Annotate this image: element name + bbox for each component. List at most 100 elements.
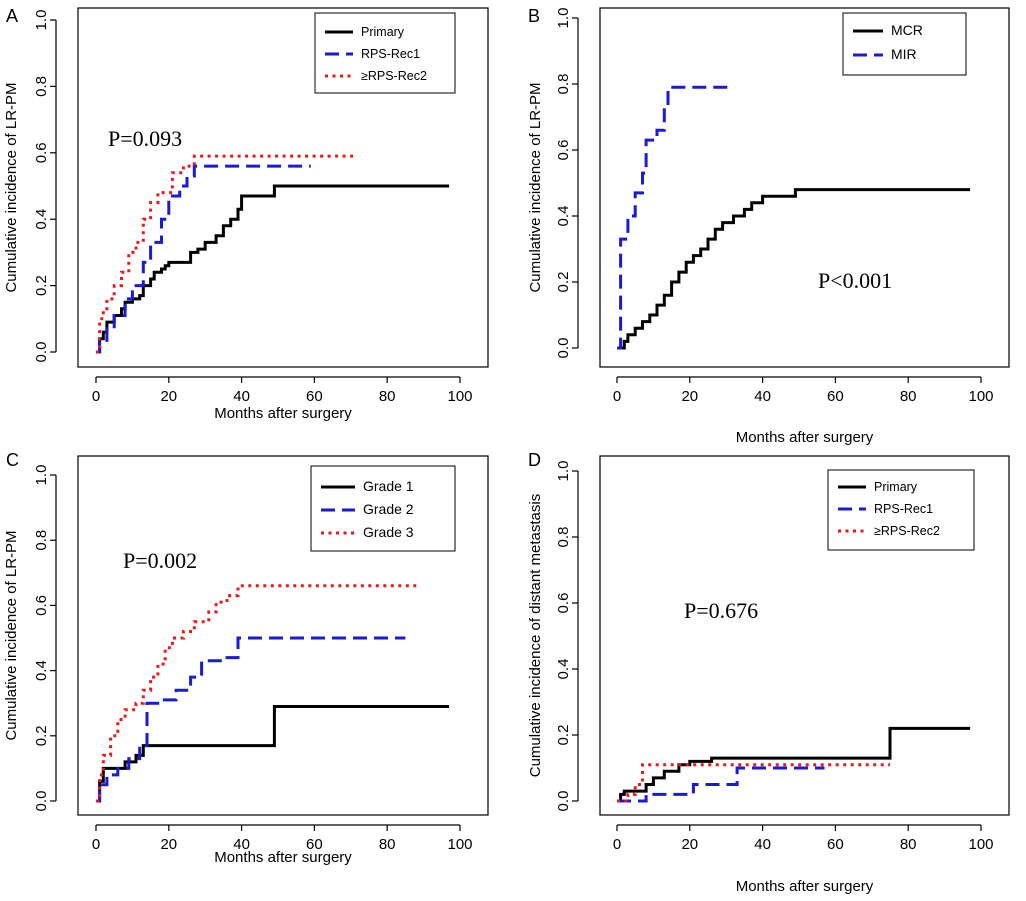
y-tick-label: 0.6	[33, 142, 50, 163]
x-tick-label: 100	[447, 388, 472, 405]
plot-frame	[599, 455, 1010, 816]
panel-a: A 0.0 0.2 0.4 0.6 0.8 1.0 0 20 40 60 80 100 Months af…	[3, 6, 489, 422]
legend: Primary RPS-Rec1 ≥RPS-Rec2	[827, 469, 975, 551]
x-tick-label: 0	[92, 388, 100, 405]
x-tick-label: 80	[900, 388, 917, 405]
series-line-primary	[96, 184, 450, 354]
legend-label: MIR	[891, 46, 917, 62]
series-line-rps-rec1	[617, 766, 825, 803]
y-axis-label: Cumulative incidence of LR-PM	[3, 82, 20, 292]
x-tick-label: 100	[447, 836, 472, 853]
x-tick-label: 60	[827, 836, 844, 853]
series-line-rps-rec2	[96, 154, 355, 354]
legend-label: RPS-Rec1	[874, 502, 933, 516]
legend-box	[842, 12, 967, 76]
y-tick-label: 0.8	[555, 527, 572, 548]
y-tick-label: 0.2	[33, 725, 50, 746]
y-tick-label: 0.8	[555, 74, 572, 95]
legend-box	[827, 469, 975, 551]
series-line-grade-2	[96, 636, 406, 803]
p-value-annotation: P<0.001	[818, 268, 892, 293]
legend: MCR MIR	[842, 12, 967, 76]
x-tick-label: 40	[233, 388, 250, 405]
x-tick-label: 20	[160, 836, 177, 853]
legend-label: Primary	[874, 480, 918, 494]
x-tick-label: 20	[681, 836, 698, 853]
x-tick-label: 40	[754, 836, 771, 853]
y-tick-label: 0.6	[33, 595, 50, 616]
y-tick-label: 0.2	[555, 725, 572, 746]
y-tick-label: 0.0	[555, 338, 572, 359]
x-tick-label: 60	[306, 388, 323, 405]
y-tick-label: 1.0	[33, 10, 50, 31]
x-tick-label: 100	[968, 836, 993, 853]
y-tick-label: 0.8	[33, 530, 50, 551]
panel-b: B 0.0 0.2 0.4 0.6 0.8 1.0 0 20 40 60 80 100 Months af…	[527, 6, 1010, 446]
x-axis-label: Months after surgery	[736, 878, 874, 895]
x-tick-label: 80	[379, 388, 396, 405]
x-tick-label: 80	[900, 836, 917, 853]
legend: Primary RPS-Rec1 ≥RPS-Rec2	[314, 12, 456, 94]
legend-label: MCR	[891, 22, 923, 38]
legend-label: ≥RPS-Rec2	[361, 69, 427, 83]
plot-frame	[77, 7, 489, 368]
series-line-grade-1	[96, 705, 450, 803]
x-tick-label: 40	[754, 388, 771, 405]
y-tick-label: 0.8	[33, 76, 50, 97]
x-tick-label: 60	[306, 836, 323, 853]
y-tick-label: 0.4	[33, 209, 50, 230]
legend-label: Primary	[361, 25, 405, 39]
y-axis-label: Cumulative incidence of LR-PM	[527, 82, 544, 292]
x-axis-label: Months after surgery	[214, 405, 352, 422]
y-tick-label: 0.0	[33, 342, 50, 363]
x-axis-label: Months after surgery	[736, 429, 874, 446]
x-tick-label: 60	[827, 388, 844, 405]
panel-letter: C	[6, 450, 19, 470]
x-tick-label: 100	[968, 388, 993, 405]
y-tick-label: 0.0	[555, 791, 572, 812]
x-tick-label: 40	[233, 836, 250, 853]
series-line-grade-3	[96, 584, 420, 803]
x-tick-label: 80	[379, 836, 396, 853]
legend-label: Grade 3	[363, 524, 414, 540]
y-axis-label: Cumulative incidence of distant metastas…	[527, 494, 544, 777]
y-tick-label: 0.4	[33, 660, 50, 681]
x-axis-label: Months after surgery	[214, 849, 352, 866]
x-tick-label: 0	[613, 836, 621, 853]
plot-frame	[77, 455, 489, 816]
x-tick-label: 0	[613, 388, 621, 405]
series-line-mcr	[617, 188, 971, 350]
panel-d: D 0.0 0.2 0.4 0.6 0.8 1.0 0 20 40 60 80 100 Months af…	[527, 450, 1010, 895]
y-tick-label: 0.6	[555, 593, 572, 614]
legend-label: RPS-Rec1	[361, 47, 420, 61]
y-tick-label: 0.2	[33, 275, 50, 296]
legend-label: Grade 2	[363, 501, 414, 517]
x-tick-label: 20	[160, 388, 177, 405]
y-tick-label: 1.0	[555, 8, 572, 29]
panel-c: C 0.0 0.2 0.4 0.6 0.8 1.0 0 20 40 60 80 100 Months af…	[3, 450, 489, 866]
legend-label: ≥RPS-Rec2	[874, 524, 940, 538]
panel-letter: A	[6, 6, 18, 26]
p-value-annotation: P=0.093	[108, 126, 182, 151]
p-value-annotation: P=0.002	[123, 548, 197, 573]
legend: Grade 1 Grade 2 Grade 3	[310, 465, 456, 552]
series-line-primary	[617, 726, 971, 803]
y-tick-label: 1.0	[33, 465, 50, 486]
y-tick-label: 0.4	[555, 659, 572, 680]
panel-letter: B	[528, 6, 540, 26]
series-line-rps-rec1	[96, 164, 311, 354]
x-tick-label: 20	[681, 388, 698, 405]
y-tick-label: 0.4	[555, 206, 572, 227]
p-value-annotation: P=0.676	[684, 598, 758, 623]
series-line-mir	[617, 85, 730, 350]
x-tick-label: 0	[92, 836, 100, 853]
y-tick-label: 0.2	[555, 272, 572, 293]
y-axis-label: Cumulative incidence of LR-PM	[3, 530, 20, 740]
y-tick-label: 0.0	[33, 791, 50, 812]
plot-frame	[599, 7, 1010, 368]
y-tick-label: 1.0	[555, 461, 572, 482]
y-tick-label: 0.6	[555, 140, 572, 161]
panel-letter: D	[528, 450, 541, 470]
legend-label: Grade 1	[363, 478, 414, 494]
